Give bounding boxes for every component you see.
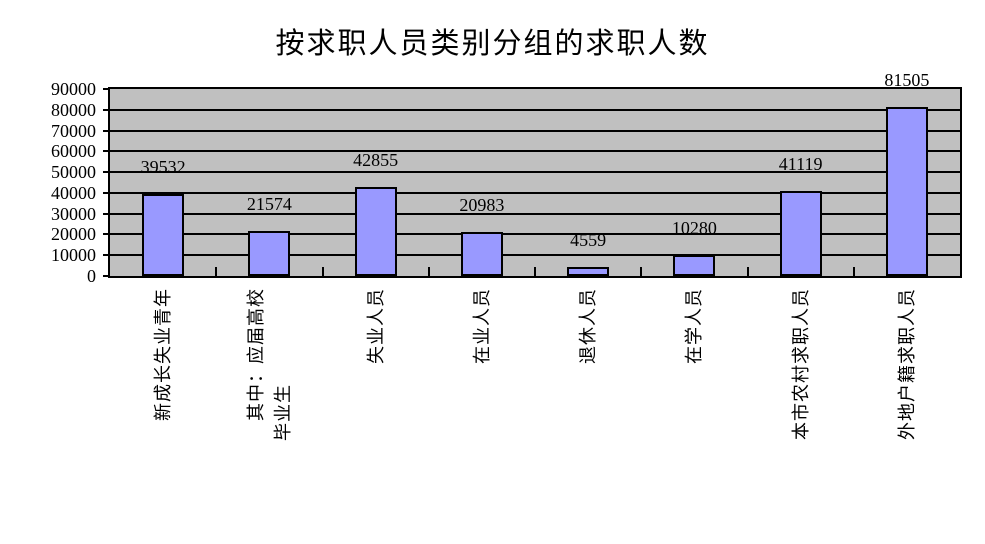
gridline [110, 233, 960, 236]
bar-2 [354, 186, 397, 276]
y-axis-tick [103, 275, 108, 277]
bar-value-label: 39532 [140, 156, 186, 177]
gridline [110, 212, 960, 215]
y-tick-label: 40000 [51, 182, 96, 203]
bar-6 [779, 190, 822, 276]
y-tick-label: 70000 [51, 120, 96, 141]
category-label: 毕业生 [273, 384, 294, 441]
bar-0 [142, 193, 185, 276]
y-tick-label: 30000 [51, 203, 96, 224]
x-axis-tick [746, 267, 749, 276]
bar-value-label: 4559 [570, 229, 607, 250]
bar-value-label: 41119 [778, 153, 823, 174]
x-axis-tick [427, 267, 430, 276]
gridline [110, 129, 960, 132]
y-tick-label: 90000 [51, 79, 96, 99]
y-tick-label: 0 [87, 266, 96, 286]
y-axis-tick [103, 88, 108, 90]
x-axis-tick [321, 267, 324, 276]
category-label: 本市农村求职人员 [790, 288, 811, 440]
bar-5 [673, 254, 716, 276]
plot-area [108, 87, 962, 278]
bar-3 [460, 232, 503, 276]
y-axis-tick [103, 233, 108, 236]
x-axis-tick [215, 267, 218, 276]
y-tick-label: 20000 [51, 224, 96, 245]
bar-value-label: 21574 [246, 194, 292, 215]
bar-value-label: 20983 [459, 195, 505, 216]
y-axis-tick [103, 150, 108, 153]
category-label: 在业人员 [471, 288, 492, 364]
bar-7 [885, 106, 928, 276]
category-label: 其中：应届高校 [246, 288, 267, 421]
y-tick-label: 10000 [51, 245, 96, 266]
y-axis-tick [103, 191, 108, 194]
x-axis-tick [640, 267, 643, 276]
y-tick-label: 80000 [51, 99, 96, 120]
bar-4 [567, 266, 610, 276]
bar-1 [248, 231, 291, 276]
bar-value-label: 42855 [353, 149, 399, 170]
gridline [110, 191, 960, 194]
category-label: 新成长失业青年 [153, 288, 174, 421]
y-axis-tick [103, 129, 108, 132]
category-label: 在学人员 [684, 288, 705, 364]
gridline [110, 171, 960, 174]
y-axis-tick [103, 108, 108, 111]
bar-value-label: 10280 [671, 217, 717, 238]
x-axis-tick [534, 267, 536, 276]
category-label: 失业人员 [365, 288, 386, 364]
gridline [110, 150, 960, 153]
category-label: 退休人员 [578, 288, 599, 364]
x-axis-tick [852, 267, 855, 276]
bar-value-label: 81505 [884, 69, 930, 90]
chart-title: 按求职人员类别分组的求职人数 [275, 28, 710, 60]
y-axis-tick [103, 171, 108, 174]
y-tick-label: 60000 [51, 141, 96, 162]
gridline [110, 254, 960, 257]
y-tick-label: 50000 [51, 162, 96, 183]
y-axis-tick [103, 212, 108, 215]
y-axis-tick [103, 254, 108, 257]
category-label: 外地户籍求职人员 [896, 288, 917, 440]
gridline [110, 108, 960, 111]
